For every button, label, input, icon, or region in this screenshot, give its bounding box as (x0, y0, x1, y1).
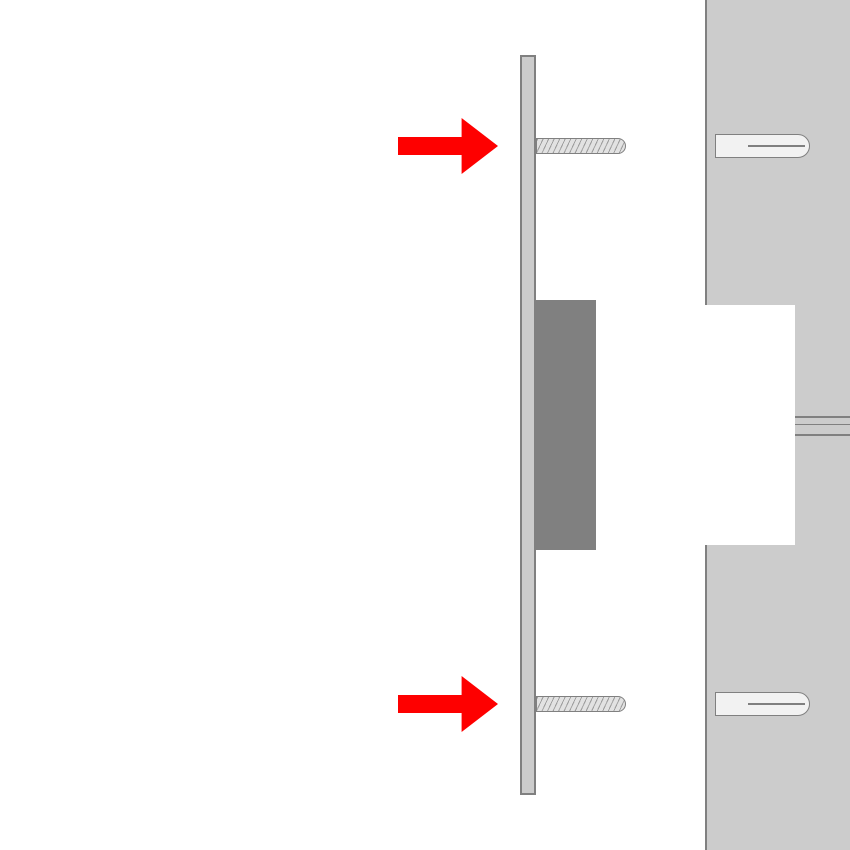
center-slot-mid (795, 424, 850, 425)
screw-top (536, 138, 626, 154)
back-box (536, 300, 596, 550)
mounting-diagram (0, 0, 850, 850)
center-slot-bottom (795, 434, 850, 436)
arrow-bottom-icon (398, 676, 498, 732)
center-slot-top (795, 416, 850, 418)
wall-anchor-slit-1 (748, 703, 805, 705)
screw-bottom (536, 696, 626, 712)
arrow-top-icon (398, 118, 498, 174)
wall-anchor-slit-0 (748, 145, 805, 147)
wall-cutout (705, 305, 795, 545)
mounting-plate (520, 55, 536, 795)
